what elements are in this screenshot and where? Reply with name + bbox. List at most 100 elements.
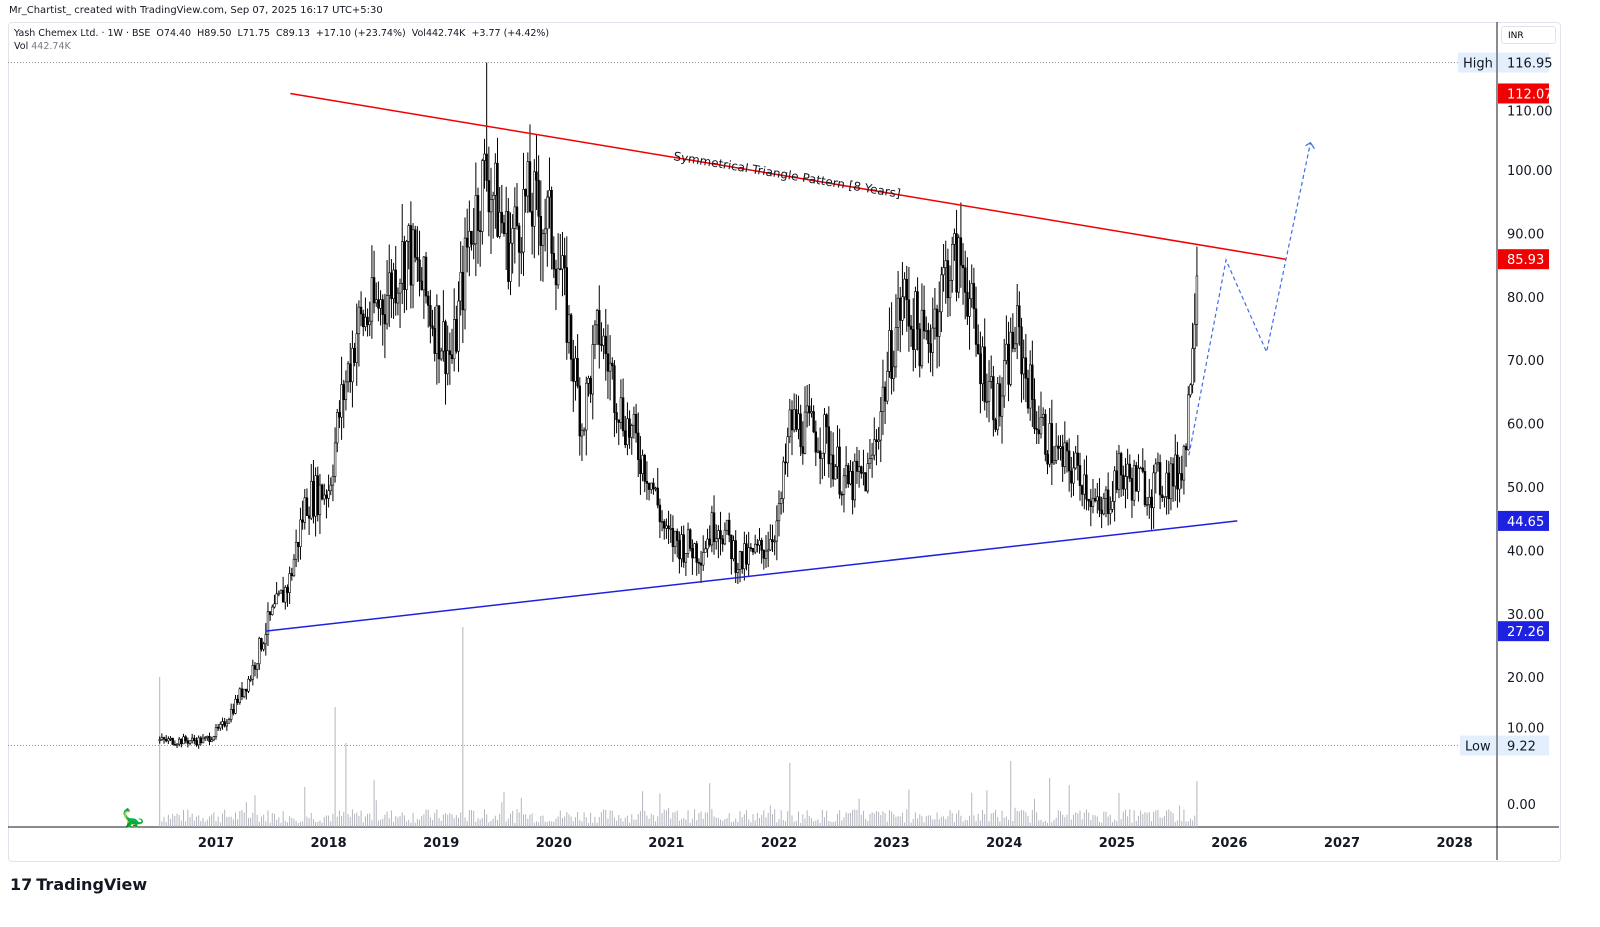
- candle-body: [613, 365, 616, 413]
- candle-body: [1085, 474, 1088, 500]
- resistance-start-price-bg: [1498, 83, 1549, 104]
- high-tag-bg: [1458, 52, 1496, 73]
- candle-body: [639, 459, 642, 474]
- candle-body: [611, 362, 614, 367]
- support-start-price-bg: [1498, 621, 1549, 642]
- candle-body: [342, 384, 345, 401]
- candle-body: [271, 606, 274, 615]
- candle-body: [730, 534, 733, 560]
- candle-body: [886, 371, 889, 402]
- candle-body: [643, 454, 646, 482]
- candle-body: [823, 414, 826, 454]
- candle-body: [667, 525, 670, 529]
- candle-body: [740, 551, 744, 570]
- candle-body: [1089, 500, 1093, 507]
- candle-body: [344, 381, 348, 401]
- candle-body: [1119, 453, 1123, 476]
- candle-body: [721, 538, 724, 545]
- candle-body: [825, 414, 828, 428]
- candle-body: [1115, 470, 1119, 490]
- candle-body: [1048, 423, 1051, 465]
- candle-body: [650, 482, 653, 490]
- candle-body: [912, 329, 915, 350]
- candle-body: [515, 206, 519, 227]
- high-label: High: [1463, 57, 1493, 72]
- candle-body: [333, 442, 337, 477]
- candle-body: [1018, 305, 1021, 328]
- x-tick-label: 2018: [311, 836, 347, 851]
- pattern-annotation: Symmetrical Triangle Pattern [8 Years]: [673, 149, 902, 201]
- candle-body: [1158, 462, 1162, 496]
- candle-body: [901, 296, 904, 321]
- candle-body: [403, 241, 406, 290]
- candle-body: [788, 409, 792, 438]
- candle-body: [414, 229, 417, 258]
- candle-body: [175, 743, 179, 746]
- candle-body: [507, 211, 510, 282]
- candle-body: [219, 724, 222, 729]
- candle-body: [1167, 472, 1170, 500]
- candle-body: [567, 314, 571, 343]
- candle-body: [595, 310, 599, 326]
- candle-body: [229, 709, 233, 720]
- candle-body: [253, 665, 257, 670]
- candle-body: [766, 549, 770, 552]
- candle-body: [411, 229, 415, 286]
- candle-body: [554, 268, 558, 286]
- candle-body: [786, 436, 789, 464]
- candle-body: [862, 472, 865, 474]
- candle-body: [1037, 429, 1041, 435]
- candle-body: [827, 426, 831, 465]
- candle-body: [855, 460, 859, 472]
- candle-body: [777, 503, 781, 522]
- x-tick-label: 2019: [423, 836, 459, 851]
- candle-body: [1161, 494, 1164, 498]
- candle-body: [920, 309, 924, 367]
- candle-body: [234, 698, 237, 714]
- candle-body: [1135, 465, 1138, 492]
- candle-body: [743, 543, 746, 570]
- candle-body: [916, 291, 919, 330]
- candle-body: [500, 211, 504, 224]
- candle-body: [697, 561, 701, 564]
- candle-body: [359, 306, 363, 315]
- candle-body: [821, 452, 824, 459]
- candle-body: [427, 295, 430, 306]
- candle-body: [857, 466, 861, 472]
- y-tick-label: 10.00: [1507, 722, 1544, 737]
- currency-button[interactable]: INR: [1501, 26, 1556, 44]
- candle-body: [1087, 498, 1090, 502]
- candle-body: [630, 425, 633, 438]
- candle-body: [353, 347, 356, 363]
- candle-body: [1150, 496, 1153, 509]
- candle-body: [201, 737, 205, 744]
- candle-body: [262, 643, 265, 650]
- candle-body: [981, 346, 984, 385]
- candle-body: [779, 498, 783, 504]
- candle-body: [732, 540, 735, 560]
- candle-body: [591, 344, 594, 395]
- candle-body: [1169, 463, 1173, 500]
- candle-body: [1031, 364, 1034, 400]
- candle-body: [569, 314, 573, 360]
- candle-body: [303, 497, 306, 523]
- candle-body: [305, 497, 309, 516]
- candle-body: [663, 521, 666, 529]
- candle-body: [929, 343, 932, 353]
- x-tick-label: 2020: [536, 836, 572, 851]
- candle-body: [556, 268, 560, 286]
- candle-body: [407, 225, 410, 242]
- candle-body: [764, 550, 768, 559]
- candle-body: [418, 259, 421, 282]
- candle-body: [977, 344, 980, 355]
- candle-body: [760, 540, 763, 551]
- candle-body: [1163, 496, 1166, 498]
- candle-body: [751, 548, 755, 553]
- candle-body: [290, 573, 293, 577]
- y-tick-label: 60.00: [1507, 418, 1544, 433]
- candle-body: [485, 153, 488, 181]
- y-tick-label: 100.00: [1507, 164, 1553, 179]
- candle-body: [587, 378, 590, 384]
- candle-body: [879, 411, 882, 441]
